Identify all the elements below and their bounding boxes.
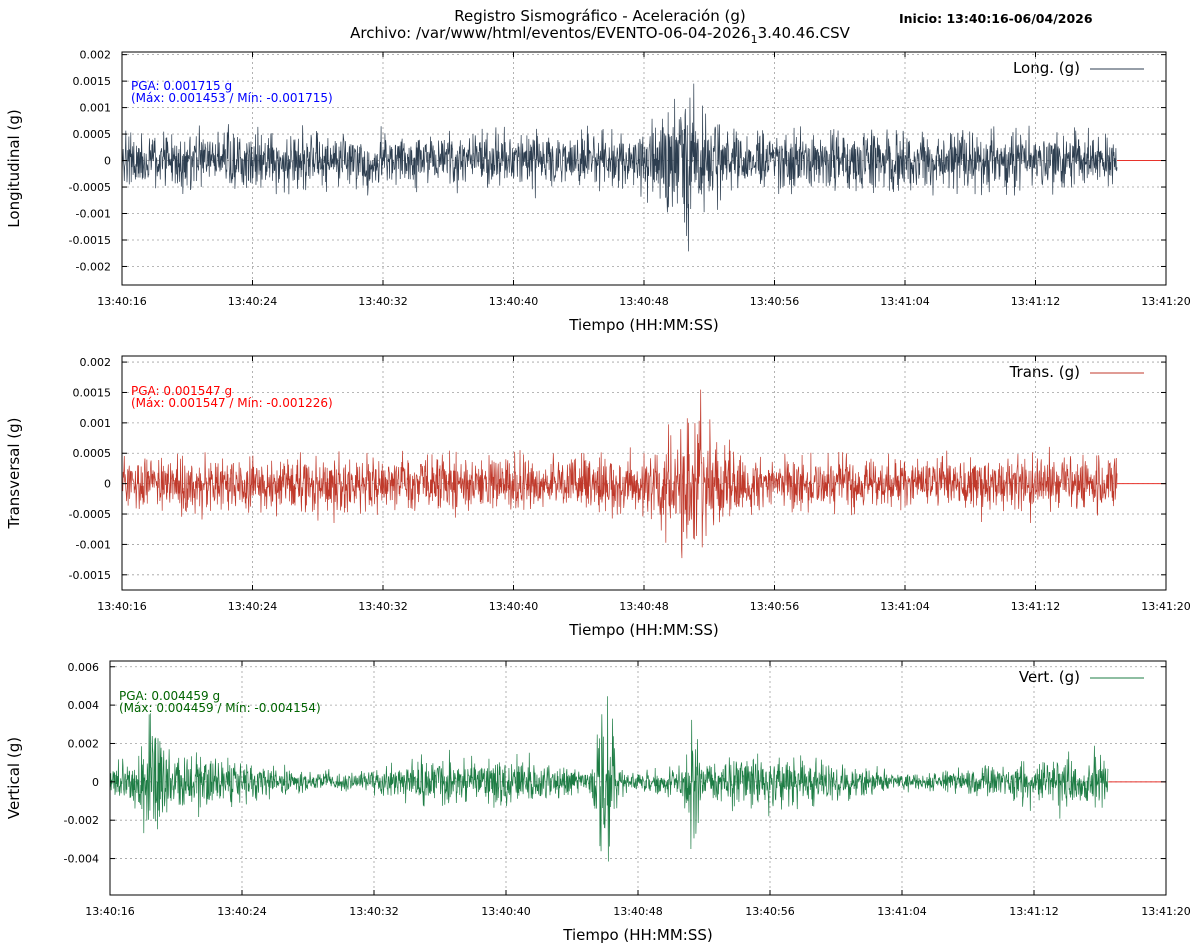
chart-long: 13:40:16 13:40:24 13:40:32 13:40:40 13:40:48… [5,49,1191,334]
legend-label: Trans. (g) [1009,363,1080,381]
x-axis-label: Tiempo (HH:MM:SS) [568,316,718,334]
x-tick-label: 13:41:12 [1009,905,1058,918]
pga-annotation: PGA: 0.001547 g [131,384,232,398]
x-tick-label: 13:40:56 [750,295,799,308]
pga-range-annotation: (Máx: 0.004459 / Mín: -0.004154) [119,701,321,715]
y-tick-label: 0.0005 [73,447,112,460]
x-tick-label: 13:40:16 [97,600,146,613]
y-tick-label: 0.0015 [73,386,112,399]
x-tick-label: 13:40:16 [85,905,134,918]
x-tick-label: 13:40:24 [228,295,277,308]
x-axis-label: Tiempo (HH:MM:SS) [562,926,712,944]
y-tick-label: 0.0015 [73,75,112,88]
y-axis-label: Longitudinal (g) [5,109,23,227]
y-tick-label: 0.002 [80,356,112,369]
x-tick-label: 13:41:04 [877,905,926,918]
x-tick-label: 13:40:40 [489,295,538,308]
legend: Trans. (g) [1009,363,1144,381]
x-tick-label: 13:41:20 [1141,600,1190,613]
x-tick-label: 13:41:20 [1141,295,1190,308]
x-tick-label: 13:40:32 [358,295,407,308]
x-tick-label: 13:40:48 [619,600,668,613]
start-time-label: Inicio: 13:40:16-06/04/2026 [899,11,1093,26]
y-tick-label: -0.0015 [69,569,111,582]
x-tick-label: 13:40:48 [613,905,662,918]
y-tick-label: -0.002 [76,260,111,273]
series-trace-long [121,83,1118,252]
y-tick-label: -0.0015 [69,234,111,247]
y-axis-label: Transversal (g) [5,417,23,529]
chart-trans: 13:40:16 13:40:24 13:40:32 13:40:40 13:40:48… [5,355,1191,639]
y-tick-label: 0.0005 [73,128,112,141]
y-tick-label: 0 [104,155,111,168]
x-tick-label: 13:40:40 [489,600,538,613]
pga-range-annotation: (Máx: 0.001547 / Mín: -0.001226) [131,396,333,410]
x-tick-label: 13:41:04 [880,600,929,613]
y-tick-label: -0.0005 [69,508,111,521]
y-tick-label: 0 [104,478,111,491]
pga-range-annotation: (Máx: 0.001453 / Mín: -0.001715) [131,91,333,105]
pga-annotation: PGA: 0.001715 g [131,79,232,93]
x-tick-label: 13:40:24 [228,600,277,613]
x-tick-label: 13:40:16 [97,295,146,308]
y-tick-label: -0.002 [64,814,99,827]
series-trace-trans [121,389,1118,559]
x-tick-label: 13:41:04 [880,295,929,308]
y-tick-label: 0.001 [80,102,112,115]
x-tick-label: 13:40:56 [745,905,794,918]
y-tick-label: 0.001 [80,417,112,430]
x-tick-label: 13:41:12 [1011,600,1060,613]
x-tick-label: 13:40:48 [619,295,668,308]
x-axis-label: Tiempo (HH:MM:SS) [568,621,718,639]
pga-annotation: PGA: 0.004459 g [119,689,220,703]
y-axis-label: Vertical (g) [5,737,23,819]
y-tick-label: 0.002 [80,49,112,62]
y-tick-label: 0.006 [68,661,100,674]
legend: Vert. (g) [1019,668,1144,686]
x-tick-label: 13:40:40 [481,905,530,918]
legend-label: Long. (g) [1013,59,1080,77]
legend: Long. (g) [1013,59,1144,77]
legend-label: Vert. (g) [1019,668,1080,686]
y-tick-label: -0.001 [76,538,111,551]
y-tick-label: 0.004 [68,699,100,712]
x-tick-label: 13:40:32 [358,600,407,613]
x-tick-label: 13:41:20 [1141,905,1190,918]
x-tick-label: 13:40:56 [750,600,799,613]
x-tick-label: 13:40:24 [217,905,266,918]
y-tick-label: -0.001 [76,208,111,221]
chart-title-line2: Archivo: /var/www/html/eventos/EVENTO-06… [350,24,851,46]
y-tick-label: 0 [92,776,99,789]
x-tick-label: 13:40:32 [349,905,398,918]
chart-vert: 13:40:16 13:40:24 13:40:32 13:40:40 13:40:48… [5,660,1191,944]
y-tick-label: 0.002 [68,737,100,750]
y-tick-label: -0.004 [64,853,99,866]
y-tick-label: -0.0005 [69,181,111,194]
x-tick-label: 13:41:12 [1011,295,1060,308]
series-trace-vert [109,696,1109,862]
chart-title-line1: Registro Sismográfico - Aceleración (g) [454,7,745,25]
